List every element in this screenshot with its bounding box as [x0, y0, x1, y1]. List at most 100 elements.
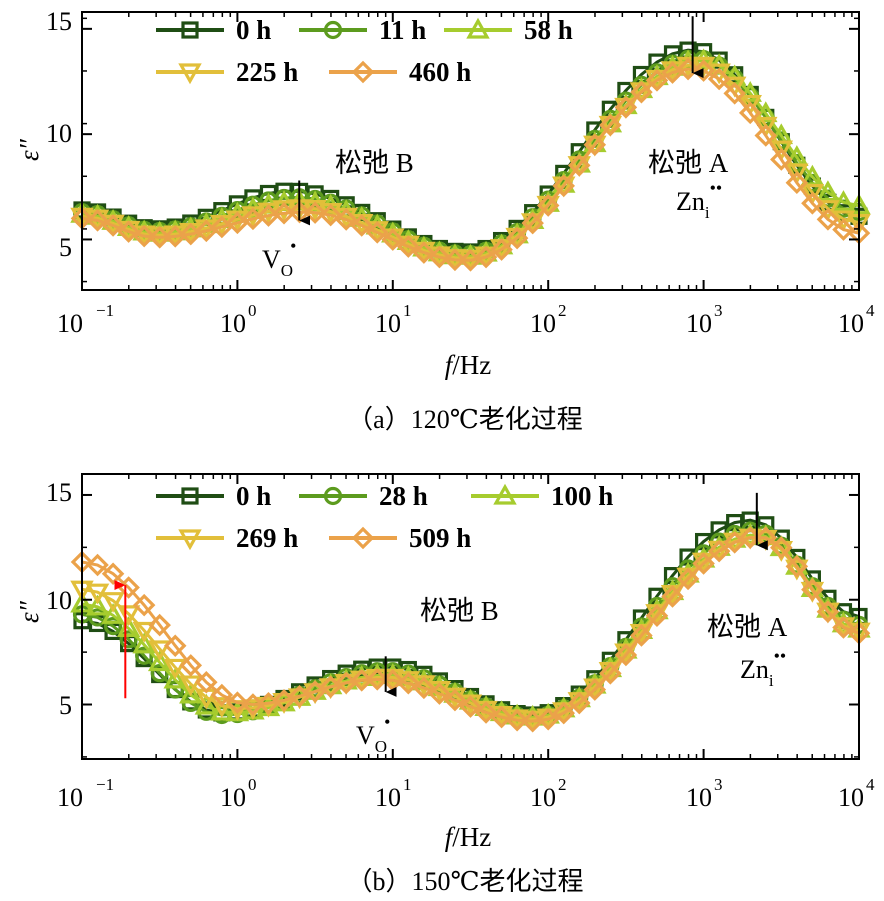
panel-b-legend-item: 100 h: [471, 481, 613, 511]
panel-a-data-point: [831, 210, 856, 232]
panel-b-xtick-base: 10: [57, 783, 83, 812]
panel-b-xtick-label: 10 4: [838, 775, 875, 812]
panel-a-data-point: [800, 164, 825, 186]
panel-a-data-point: [381, 228, 405, 251]
panel-a-legend-swatch: [156, 21, 224, 39]
panel-b-data-point: [490, 705, 513, 729]
panel-a-data-point: [692, 59, 715, 82]
panel-a-data-point: [801, 192, 824, 215]
panel-a-xtick-base: 10: [220, 309, 246, 338]
panel-b-data-point: [116, 616, 141, 638]
panel-a-data-point: [117, 220, 140, 243]
panel-b-legend-item: 269 h: [156, 523, 298, 553]
panel-a-xtick-exp: 1: [403, 301, 412, 320]
panel-b-xtick-exp: −1: [96, 775, 114, 794]
panel-b-data-point: [536, 708, 560, 731]
panel-b-annotation-relaxation-b: 松弛 B: [420, 596, 499, 626]
panel-b-legend-item: 509 h: [329, 523, 471, 553]
panel-a-data-point: [738, 80, 762, 102]
panel-b-data-point: [645, 604, 669, 627]
panel-b-data-point: [770, 536, 793, 559]
panel-b-legend-marker: [351, 526, 375, 550]
panel-b-data-point: [210, 683, 234, 707]
panel-b-legend-swatch: [471, 483, 539, 505]
panel-a-xtick-label: 10 3: [686, 301, 723, 338]
panel-a-xtick-label: 10 0: [220, 301, 257, 338]
panel-a-ytick-label: 10: [46, 119, 72, 148]
panel-b-data-point: [723, 531, 746, 554]
panel-b-data-point: [132, 632, 156, 654]
panel-a-vo-sub: O: [281, 261, 293, 280]
panel-a-zni-sup: ••: [710, 178, 723, 198]
panel-a-legend-label: 460 h: [409, 57, 471, 87]
panel-b-xtick-base: 10: [686, 783, 712, 812]
panel-b-legend-marker: [493, 483, 517, 505]
panel-b-annotation-zni: Zni••: [740, 646, 786, 690]
panel-a-legend-item: 460 h: [329, 57, 471, 87]
panel-a-annotation-zni: Zni••: [676, 178, 722, 222]
panel-b-plot-frame: [81, 473, 860, 760]
panel-a-legend-item: 58 h: [444, 15, 573, 45]
panel-a-plot-frame: [81, 11, 860, 291]
panel-a: 5 10 15 10 −1 10 0 10 1 10 2 10 3 10 4 ε…: [14, 7, 875, 434]
panel-a-legend-item: 11 h: [299, 15, 426, 45]
panel-b-ytick-label: 5: [59, 691, 72, 720]
panel-a-legend-label: 11 h: [379, 15, 426, 45]
panel-a-data-point: [568, 154, 591, 177]
panel-a-data-point: [614, 96, 638, 119]
panel-b-data-point: [119, 630, 138, 649]
panel-b-legend-marker: [178, 529, 202, 551]
panel-a-data-point: [443, 248, 467, 272]
panel-a-caption: （a）120℃老化过程: [347, 405, 583, 434]
panel-a-data-point: [583, 133, 607, 157]
panel-a-legend-swatch: [444, 17, 512, 39]
panel-a-xtick-base: 10: [375, 309, 401, 338]
panel-a-data-point: [319, 203, 342, 227]
panel-a-data-point: [272, 201, 296, 225]
panel-b-data-point: [85, 594, 110, 616]
panel-b-arrows: [114, 492, 768, 699]
panel-b-data-point: [241, 693, 265, 716]
panel-b-data-point: [86, 553, 109, 577]
panel-b-data-point: [194, 693, 219, 715]
panel-a-legend-swatch: [299, 20, 367, 40]
panel-b-ytick-label: 15: [46, 478, 72, 507]
panel-a-zni-sub: i: [705, 203, 710, 222]
panel-b-data-point: [832, 616, 855, 639]
panel-b-ticks: [81, 474, 860, 759]
panel-b-data-point: [583, 678, 607, 701]
panel-b-data-point: [365, 668, 389, 691]
panel-a-data-point: [723, 82, 746, 105]
panel-b-legend-label: 509 h: [409, 523, 471, 553]
panel-b-legend-label: 269 h: [236, 523, 298, 553]
panel-b-xtick-base: 10: [530, 783, 556, 812]
panel-b-zni-main: Zn: [740, 655, 769, 684]
panel-a-annotation-vo: VO •: [262, 236, 296, 280]
panel-a-data-point: [303, 201, 327, 224]
panel-b-data-point: [150, 664, 169, 683]
panel-b-xtick-label: 10 0: [220, 775, 257, 812]
panel-a-ytick-label: 15: [46, 7, 72, 36]
panel-b-xtick-exp: 1: [403, 775, 412, 794]
panel-a-data-point: [816, 180, 840, 202]
panel-a-data-point: [536, 194, 560, 217]
panel-b-vo-sub: O: [375, 737, 387, 756]
panel-b-data-point: [428, 682, 451, 705]
panel-b-data-point: [226, 691, 249, 714]
panel-b-xlabel-var: f: [445, 822, 456, 852]
panel-b-vo-main: V: [356, 721, 375, 750]
panel-a-data-point: [412, 241, 436, 264]
panel-a-data-point: [599, 113, 622, 137]
panel-a-annotation-relaxation-a: 松弛 A: [648, 148, 729, 178]
panel-a-legend-marker: [178, 63, 202, 85]
panel-b-legend-label: 28 h: [379, 481, 428, 511]
panel-a-legend-item: 0 h: [156, 15, 271, 45]
panel-a-xtick-label: 10 1: [375, 301, 412, 338]
panel-a-xtick-label: 10 2: [530, 301, 567, 338]
panel-b-xtick-exp: 4: [866, 775, 875, 794]
panel-a-xtick-label: 10 −1: [57, 301, 114, 338]
panel-b-vo-sup: •: [384, 712, 390, 732]
panel-b-data-point: [166, 680, 185, 699]
panel-a-data-point: [645, 69, 669, 92]
